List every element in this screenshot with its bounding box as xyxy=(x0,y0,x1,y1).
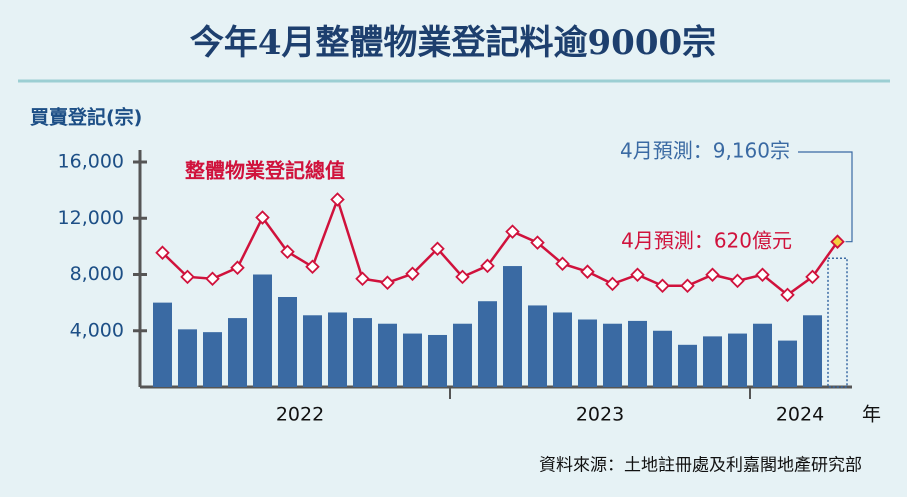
bar xyxy=(403,333,422,387)
bar xyxy=(503,266,522,387)
bar xyxy=(428,334,447,387)
bar xyxy=(228,318,247,387)
bar xyxy=(653,330,672,387)
line-marker xyxy=(555,256,570,271)
bar xyxy=(203,332,222,387)
bar xyxy=(578,319,597,387)
bar xyxy=(178,329,197,387)
annotation: 4月預測：9,160宗 xyxy=(620,139,790,163)
line-marker xyxy=(180,269,195,285)
bar xyxy=(603,323,622,387)
bar xyxy=(378,323,397,387)
annotation: 4月預測：620億元 xyxy=(621,229,792,253)
bar xyxy=(628,320,647,387)
x-group-label: 2022 xyxy=(276,404,324,426)
line-marker xyxy=(355,271,370,286)
line-marker xyxy=(255,210,270,225)
line-marker xyxy=(305,259,320,275)
bar xyxy=(728,333,747,387)
line-marker xyxy=(330,192,345,207)
line-marker xyxy=(405,266,420,282)
y-tick-label: 16,000 xyxy=(58,151,124,173)
source: 資料來源：土地註冊處及利嘉閣地產研究部 xyxy=(539,456,862,476)
y-tick-label: 12,000 xyxy=(58,207,124,229)
bar xyxy=(478,301,497,387)
bar xyxy=(303,315,322,387)
annotation-connector xyxy=(798,151,853,243)
bar xyxy=(803,315,822,387)
bar xyxy=(328,312,347,387)
y-axis-label: 買賣登記(宗) xyxy=(30,106,142,129)
line-marker xyxy=(830,234,845,249)
line xyxy=(161,195,839,297)
bar xyxy=(528,305,547,387)
line-marker xyxy=(780,287,795,303)
y-tick-label: 8,000 xyxy=(70,263,124,285)
line-marker xyxy=(755,267,770,283)
x-group-label: 2024 xyxy=(776,404,824,426)
bar xyxy=(153,302,172,387)
line-marker xyxy=(805,269,820,285)
bar xyxy=(703,336,722,387)
chart-title: 今年4月整體物業登記料逾9000宗 xyxy=(190,23,716,63)
line-marker xyxy=(455,269,470,285)
line-marker xyxy=(155,245,170,260)
bar xyxy=(553,312,572,387)
legend-label: 整體物業登記總值 xyxy=(184,159,345,183)
bar xyxy=(778,340,797,387)
line-marker xyxy=(630,267,645,283)
line-marker xyxy=(380,275,395,290)
bar xyxy=(678,344,697,387)
line-marker xyxy=(430,241,445,256)
line-marker xyxy=(680,278,695,294)
bar xyxy=(353,318,372,387)
forecast-bar xyxy=(827,257,848,388)
line-marker xyxy=(705,267,720,283)
line-marker xyxy=(505,224,520,239)
bar xyxy=(253,274,272,387)
line-marker xyxy=(580,264,595,279)
line-marker xyxy=(205,271,220,286)
bar xyxy=(278,297,297,387)
x-group-label: 2023 xyxy=(576,404,624,426)
line-marker xyxy=(480,258,495,274)
line-marker xyxy=(530,235,545,250)
y-tick-label: 4,000 xyxy=(70,319,124,341)
line-marker xyxy=(655,278,670,294)
line-marker xyxy=(280,244,295,260)
line-marker xyxy=(605,276,620,292)
bar xyxy=(753,323,772,387)
bar xyxy=(453,323,472,387)
line-marker xyxy=(230,260,245,275)
line-marker xyxy=(730,273,745,289)
x-unit: 年 xyxy=(862,404,881,426)
